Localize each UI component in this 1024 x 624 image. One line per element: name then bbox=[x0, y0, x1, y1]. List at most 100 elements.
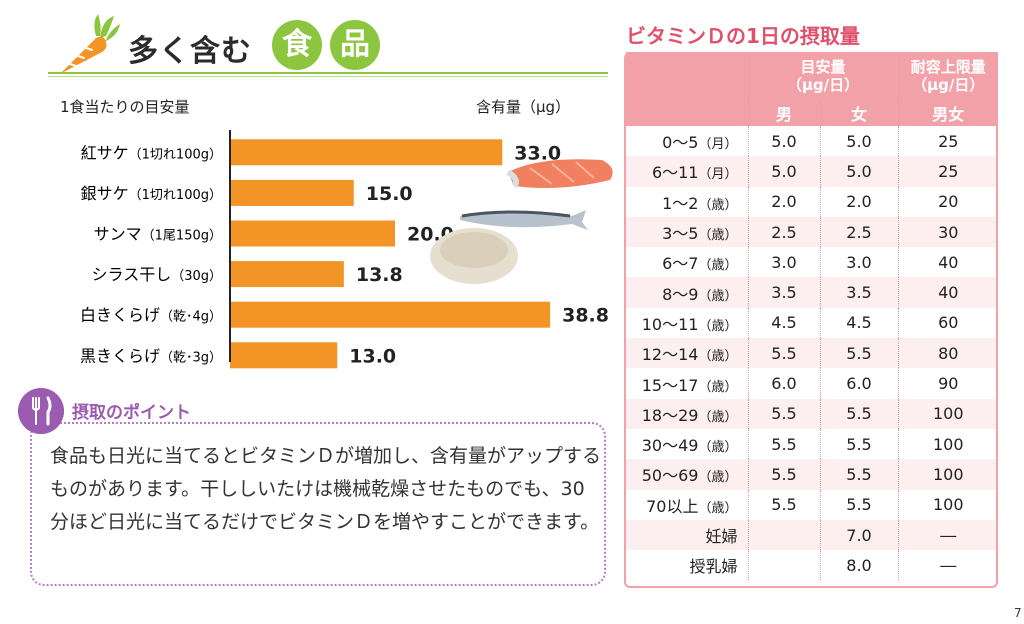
age-unit: （月） bbox=[698, 137, 738, 153]
header-adequate-intake: 目安量 （μg/日） bbox=[747, 52, 899, 100]
male-intake-cell: 5.0 bbox=[747, 156, 820, 187]
saury-fish-icon bbox=[460, 210, 588, 230]
upper-limit-cell: 100 bbox=[897, 489, 999, 520]
bar bbox=[230, 342, 338, 369]
upper-limit-cell: 40 bbox=[897, 247, 999, 278]
female-intake-cell: 5.5 bbox=[819, 489, 899, 520]
male-intake-cell: 3.0 bbox=[747, 247, 820, 278]
female-intake-cell: 5.5 bbox=[819, 338, 899, 369]
table-row: 0〜5（月） 5.0 5.0 25 bbox=[626, 126, 999, 157]
upper-limit-cell: 90 bbox=[897, 368, 999, 399]
age-group-cell: 授乳婦 bbox=[626, 550, 748, 581]
header-male: 男 bbox=[747, 100, 820, 126]
male-intake-cell: 5.0 bbox=[747, 126, 820, 157]
age-unit: （歳） bbox=[698, 440, 738, 456]
male-intake-cell bbox=[747, 550, 820, 581]
table-row: 70以上（歳） 5.5 5.5 100 bbox=[626, 489, 999, 520]
age-group-cell: 12〜14（歳） bbox=[626, 338, 748, 369]
male-intake-cell: 2.0 bbox=[747, 186, 820, 217]
bar bbox=[230, 139, 503, 166]
header-male-female: 男女 bbox=[897, 100, 999, 126]
table-row: 18〜29（歳） 5.5 5.5 100 bbox=[626, 398, 999, 429]
bar-value-label: 38.8 bbox=[562, 305, 609, 327]
female-intake-cell: 5.0 bbox=[819, 126, 899, 157]
age-unit: （歳） bbox=[698, 349, 738, 365]
age-group-cell: 8〜9（歳） bbox=[626, 277, 748, 308]
upper-limit-cell: 30 bbox=[897, 216, 999, 248]
age-group-cell: 18〜29（歳） bbox=[626, 398, 748, 429]
section-title: 多く含む bbox=[128, 34, 252, 69]
bar-chart: 紅サケ（1切れ100g） 33.0 銀サケ（1切れ100g） 15.0 サンマ（1尾15… bbox=[80, 130, 613, 369]
age-unit: （歳） bbox=[698, 228, 738, 244]
title-underline bbox=[48, 72, 608, 74]
intake-point-text: 食品も日光に当てるとビタミンＤが増加し、含有量がアップするものがあります。干しし… bbox=[50, 445, 602, 533]
title-underline-thin bbox=[48, 76, 608, 77]
table-row: 妊婦 7.0 ― bbox=[626, 519, 999, 551]
bar-category-label: サンマ（1尾150g） bbox=[94, 225, 222, 244]
header-female: 女 bbox=[819, 100, 899, 126]
table-row: 6〜7（歳） 3.0 3.0 40 bbox=[626, 247, 999, 278]
table-corner-cell bbox=[626, 52, 748, 100]
table-row: 30〜49（歳） 5.5 5.5 100 bbox=[626, 428, 999, 460]
carrot-icon bbox=[60, 14, 120, 74]
bar-category-label: 銀サケ（1切れ100g） bbox=[81, 184, 222, 203]
bar-value-label: 13.8 bbox=[356, 264, 403, 286]
bar-category-label: シラス干し（30g） bbox=[92, 265, 222, 284]
table-row: 3〜5（歳） 2.5 2.5 30 bbox=[626, 216, 999, 248]
table-row: 1〜2（歳） 2.0 2.0 20 bbox=[626, 186, 999, 217]
bar-category-label: 白きくらげ（乾･4g） bbox=[80, 306, 222, 325]
age-group-cell: 0〜5（月） bbox=[626, 126, 748, 157]
age-group-cell: 15〜17（歳） bbox=[626, 368, 748, 399]
intake-point-title: 摂取のポイント bbox=[72, 403, 191, 423]
fork-knife-icon bbox=[18, 388, 64, 434]
male-intake-cell: 2.5 bbox=[747, 216, 820, 248]
age-group-cell: 70以上（歳） bbox=[626, 489, 748, 520]
age-unit: （歳） bbox=[698, 318, 738, 334]
age-group-cell: 10〜11（歳） bbox=[626, 307, 748, 339]
female-intake-cell: 4.5 bbox=[819, 307, 899, 339]
upper-limit-cell: ― bbox=[897, 519, 999, 551]
female-intake-cell: 3.0 bbox=[819, 247, 899, 278]
female-intake-cell: 5.0 bbox=[819, 156, 899, 187]
intake-point-box bbox=[30, 422, 606, 586]
male-intake-cell bbox=[747, 519, 820, 551]
male-intake-cell: 6.0 bbox=[747, 368, 820, 399]
salmon-fillet-icon bbox=[506, 159, 613, 189]
upper-limit-cell: 20 bbox=[897, 186, 999, 217]
vitamin-d-intake-table: 目安量 （μg/日） 耐容上限量 （μg/日） 男 女 男女 0〜5（月） 5.0 5.… bbox=[626, 52, 999, 581]
age-unit: （歳） bbox=[698, 470, 738, 486]
whitebait-pile-icon bbox=[430, 228, 518, 284]
male-intake-cell: 5.5 bbox=[747, 489, 820, 520]
male-intake-cell: 3.5 bbox=[747, 277, 820, 308]
table-row: 15〜17（歳） 6.0 6.0 90 bbox=[626, 368, 999, 399]
female-intake-cell: 5.5 bbox=[819, 459, 899, 490]
bar-value-label: 13.0 bbox=[349, 345, 396, 367]
female-intake-cell: 7.0 bbox=[819, 519, 899, 551]
age-group-cell: 妊婦 bbox=[626, 519, 748, 551]
title-disc-item: 品 bbox=[330, 20, 380, 70]
female-intake-cell: 3.5 bbox=[819, 277, 899, 308]
upper-limit-cell: 100 bbox=[897, 428, 999, 460]
bar bbox=[230, 261, 344, 288]
age-group-cell: 1〜2（歳） bbox=[626, 186, 748, 217]
upper-limit-cell: 100 bbox=[897, 398, 999, 429]
age-group-cell: 6〜7（歳） bbox=[626, 247, 748, 278]
upper-limit-cell: 60 bbox=[897, 307, 999, 339]
upper-limit-cell: 25 bbox=[897, 126, 999, 157]
title-disc-food: 食 bbox=[272, 20, 322, 70]
bar-value-label: 33.0 bbox=[514, 142, 561, 164]
bar-value-label: 15.0 bbox=[366, 183, 413, 205]
age-group-cell: 3〜5（歳） bbox=[626, 216, 748, 248]
male-intake-cell: 4.5 bbox=[747, 307, 820, 339]
table-row: 12〜14（歳） 5.5 5.5 80 bbox=[626, 338, 999, 369]
bar bbox=[230, 179, 354, 206]
bar bbox=[230, 220, 395, 247]
chart-column-label-serving: 1食当たりの目安量 bbox=[60, 98, 190, 116]
upper-limit-cell: 25 bbox=[897, 156, 999, 187]
age-unit: （歳） bbox=[698, 197, 738, 213]
age-unit: （歳） bbox=[698, 379, 738, 395]
age-group-cell: 6〜11（月） bbox=[626, 156, 748, 187]
female-intake-cell: 5.5 bbox=[819, 398, 899, 429]
table-row: 授乳婦 8.0 ― bbox=[626, 550, 999, 581]
age-unit: （歳） bbox=[698, 258, 738, 274]
